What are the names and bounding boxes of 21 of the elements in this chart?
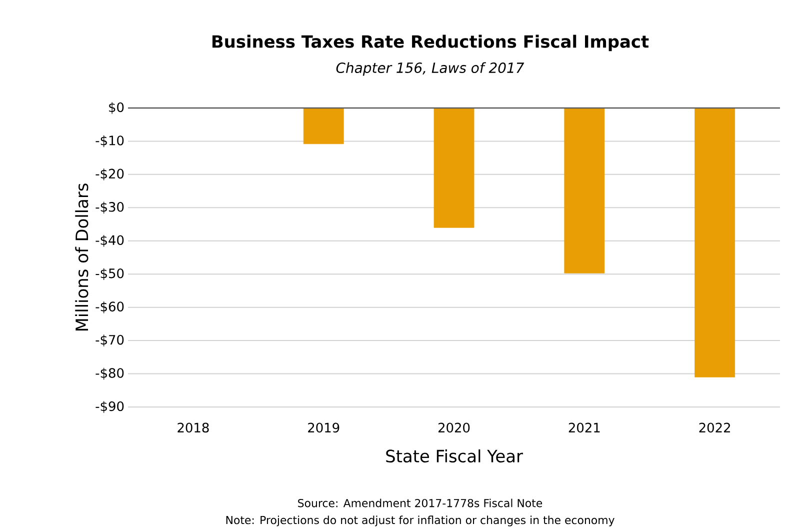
y-tick-label: -$50 <box>96 268 124 280</box>
y-tick-label: -$40 <box>96 235 124 247</box>
y-tick-label: $0 <box>109 102 124 114</box>
y-tick-label: -$70 <box>96 334 124 346</box>
x-tick-label: 2020 <box>438 422 470 433</box>
y-axis-title: Millions of Dollars <box>75 184 88 331</box>
chart-subtitle: Chapter 156, Laws of 2017 <box>336 62 524 76</box>
y-tick-label: -$20 <box>96 168 124 180</box>
y-tick-label: -$30 <box>96 202 124 214</box>
y-tick-label: -$80 <box>96 368 124 380</box>
y-tick-label: -$90 <box>96 401 124 413</box>
y-tick-label: -$60 <box>96 301 124 314</box>
y-tick-label: -$10 <box>96 135 124 148</box>
chart-title: Business Taxes Rate Reductions Fiscal Impact <box>212 34 649 52</box>
x-axis-title: State Fiscal Year <box>386 449 523 462</box>
x-tick-label: 2022 <box>699 422 730 433</box>
x-tick-label: 2019 <box>308 422 340 433</box>
x-tick-label: 2018 <box>178 422 209 433</box>
x-tick-label: 2021 <box>568 422 600 433</box>
text: Note: Projections do not adjust for inflation or changes in the economy <box>226 516 614 526</box>
source-note: Source: Amendment 2017-1778s Fiscal Note <box>298 498 542 508</box>
